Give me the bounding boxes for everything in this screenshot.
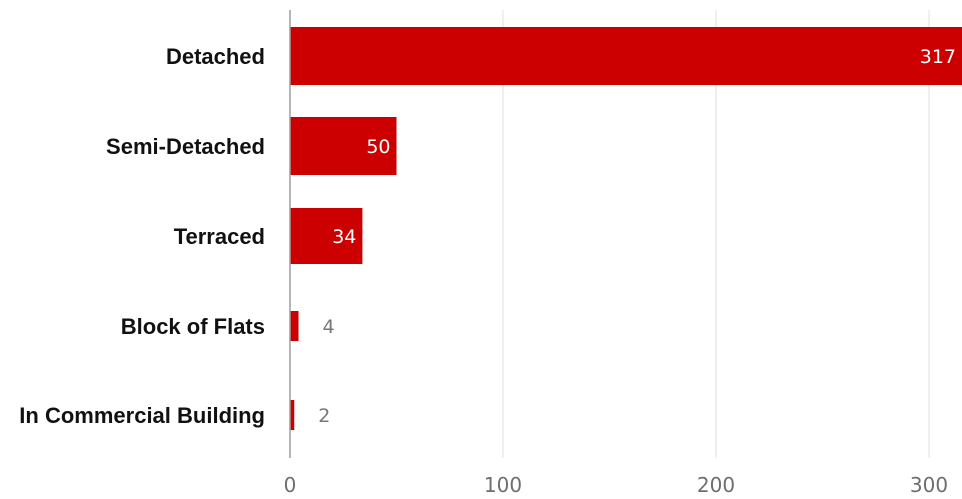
- data-label: 4: [323, 316, 335, 338]
- x-tick-label: 0: [284, 473, 297, 497]
- category-label: In Commercial Building: [19, 403, 265, 428]
- bar: [290, 27, 962, 85]
- x-tick-label: 200: [697, 473, 735, 497]
- bar: [290, 400, 295, 430]
- data-label: 34: [332, 226, 356, 248]
- bars: [290, 27, 962, 430]
- data-label: 317: [920, 46, 956, 68]
- bar: [290, 311, 299, 341]
- category-label: Detached: [166, 44, 265, 69]
- data-label: 50: [366, 136, 390, 158]
- category-label: Semi-Detached: [106, 134, 265, 159]
- bar: [290, 208, 363, 264]
- labels: 0 100 200 300 Detached 317 Semi-Detached 50 Terr…: [19, 44, 956, 497]
- bar: [290, 117, 397, 175]
- x-tick-label: 300: [910, 473, 948, 497]
- category-label: Terraced: [174, 224, 265, 249]
- category-label: Block of Flats: [121, 314, 265, 339]
- data-label: 2: [318, 405, 330, 427]
- x-tick-label: 100: [484, 473, 522, 497]
